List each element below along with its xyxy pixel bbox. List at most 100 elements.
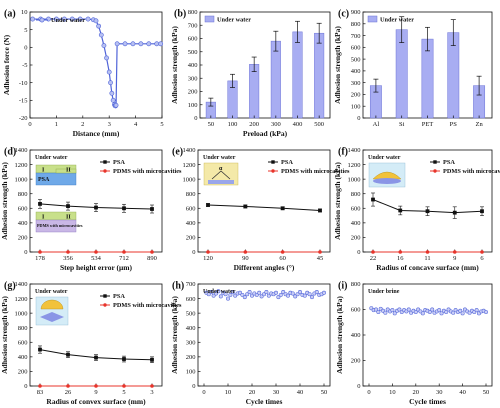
data-point — [420, 311, 425, 316]
pdms-point — [318, 250, 322, 254]
y-axis-label: Adhesion strength (kPa) — [335, 296, 344, 374]
data-point — [206, 292, 211, 297]
legend-marker — [433, 169, 437, 173]
x-tick-label: 500 — [314, 121, 324, 128]
data-point — [307, 292, 312, 297]
data-point — [101, 43, 107, 48]
data-point — [114, 41, 120, 47]
inset-label: PSA — [38, 177, 50, 183]
x-tick-label: 0 — [367, 389, 370, 396]
legend-swatch — [367, 15, 378, 23]
x-tick-label: 50 — [208, 121, 215, 128]
condition-annotation: Under water — [203, 155, 236, 161]
data-point — [98, 32, 104, 38]
panel-a: (a) -20 -15 -10 -5 0 5 10 0 1 2 3 4 5 Adhesion force (… — [2, 8, 164, 138]
x-tick-label: 5 — [122, 389, 125, 396]
x-tick-label: 6 — [480, 255, 484, 262]
data-point — [240, 292, 245, 297]
x-tick-label: PS — [450, 121, 458, 128]
data-point — [430, 307, 435, 312]
legend-label: Under water — [51, 17, 85, 24]
y-tick-label: 0 — [194, 115, 197, 122]
y-tick-label: 800 — [186, 191, 196, 198]
y-tick-label: 0 — [357, 383, 360, 390]
psa-point — [38, 347, 42, 352]
data-point — [460, 311, 465, 316]
y-tick-label: 800 — [351, 21, 361, 28]
x-tick-label: 30 — [436, 389, 443, 396]
psa-point — [122, 357, 126, 361]
x-tick-label: 120 — [203, 255, 213, 262]
data-point — [302, 293, 307, 298]
y-tick-label: 200 — [351, 92, 361, 99]
pdms-point — [38, 384, 42, 388]
data-point — [397, 307, 402, 312]
legend-marker — [433, 160, 437, 164]
y-tick-label: 1000 — [15, 176, 28, 183]
data-point — [226, 296, 230, 301]
bar — [292, 31, 303, 119]
y-tick-label: 0 — [24, 45, 27, 52]
bar — [270, 40, 281, 119]
legend-label: PSA — [113, 293, 125, 300]
x-axis-label: Cycle times — [246, 397, 283, 406]
panel-e: (e) 0 200 400 600 800 1000 1200 1400 Different an… — [172, 146, 350, 272]
data-point — [85, 16, 91, 22]
series-line — [32, 18, 161, 107]
psa-point — [150, 207, 154, 211]
y-tick-label: 1400 — [348, 147, 361, 154]
x-tick-label: 16 — [397, 255, 404, 262]
x-axis-label: Preload (kPa) — [243, 129, 288, 138]
x-tick-label: 712 — [119, 255, 129, 262]
data-point — [69, 16, 75, 22]
x-tick-label: 9 — [453, 255, 456, 262]
y-tick-label: 400 — [351, 220, 361, 227]
y-tick-label: 700 — [188, 22, 198, 29]
y-tick-label: 200 — [351, 358, 361, 365]
data-point — [314, 290, 319, 294]
panel-label: (g) — [4, 280, 16, 291]
data-point — [254, 292, 259, 297]
data-point — [209, 290, 214, 294]
y-tick-label: 1000 — [183, 176, 196, 183]
y-tick-label: 200 — [351, 235, 361, 242]
y-tick-label: 300 — [186, 339, 196, 346]
panel-label: (i) — [338, 280, 347, 291]
condition-annotation: Under brine — [368, 289, 400, 295]
data-point — [322, 290, 326, 295]
x-axis-label: Different angles (°) — [234, 263, 295, 272]
x-tick-label: 83 — [37, 389, 44, 396]
data-point — [374, 307, 378, 312]
y-tick-label: 600 — [186, 296, 196, 303]
psa-point — [243, 204, 248, 209]
data-point — [427, 310, 432, 315]
data-point — [130, 41, 136, 47]
y-tick-label: 400 — [18, 220, 28, 227]
pdms-point — [150, 250, 154, 254]
data-point — [451, 310, 456, 315]
y-axis-label: Adhesion strength (kPa) — [0, 296, 9, 374]
x-tick-label: 10 — [225, 389, 232, 396]
x-tick-label: 40 — [459, 389, 466, 396]
y-tick-label: 400 — [188, 62, 198, 69]
x-tick-label: 20 — [249, 389, 256, 396]
y-tick-label: 200 — [18, 369, 28, 376]
data-point — [444, 310, 449, 315]
y-tick-label: -20 — [19, 115, 28, 122]
y-tick-label: 0 — [192, 249, 195, 256]
x-tick-label: 3 — [108, 121, 111, 128]
x-tick-label: PET — [422, 121, 434, 128]
panel-c: (c) 0 100 200 300 400 500 600 700 800 900 Adhesion … — [333, 8, 493, 128]
x-tick-label: 30 — [273, 389, 280, 396]
y-tick-label: 1400 — [15, 281, 28, 288]
inset-label: I — [42, 168, 45, 174]
pdms-point — [452, 250, 457, 254]
inset-block-pdms — [35, 219, 77, 233]
data-point — [376, 310, 381, 315]
pdms-point — [150, 384, 154, 388]
y-tick-label: 300 — [351, 80, 361, 87]
data-point — [293, 294, 298, 299]
legend-marker — [103, 169, 107, 173]
panel-label: (b) — [174, 8, 186, 19]
